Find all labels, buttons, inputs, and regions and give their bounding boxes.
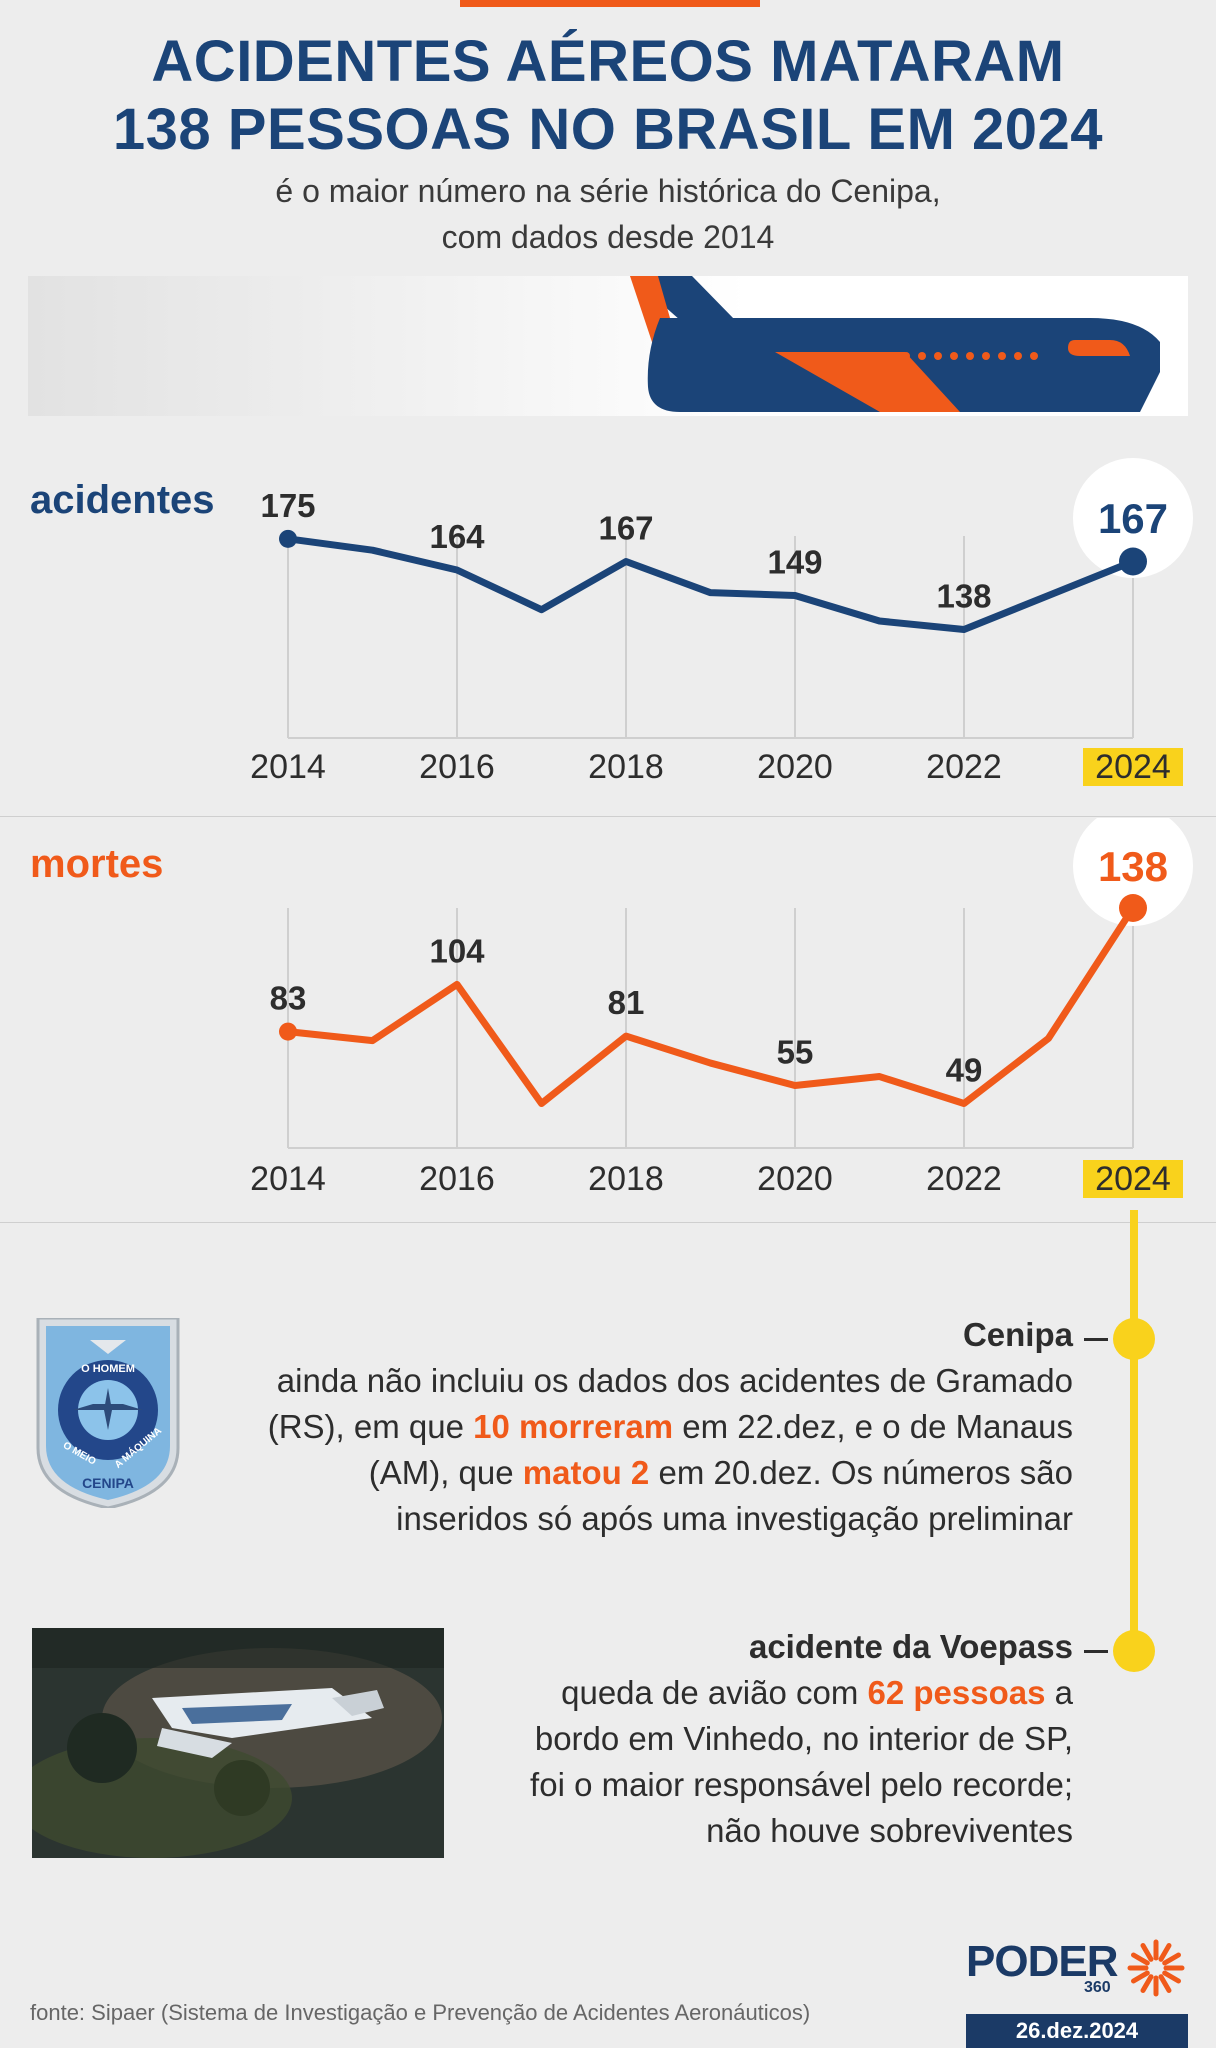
- timeline-connector: [1084, 1338, 1108, 1341]
- data-label: 164: [429, 518, 485, 555]
- section-divider: [0, 816, 1216, 817]
- logo-subtext: 360: [1084, 1979, 1111, 1996]
- x-tick-label: 2020: [757, 748, 833, 786]
- text-run: queda de avião com: [561, 1674, 868, 1711]
- page-title: ACIDENTES AÉREOS MATARAM 138 PESSOAS NO …: [0, 28, 1216, 164]
- subtitle-line-1: é o maior número na série histórica do C…: [275, 173, 941, 209]
- subtitle-line-2: com dados desde 2014: [441, 219, 775, 255]
- voepass-note-heading: acidente da Voepass: [748, 1628, 1073, 1665]
- voepass-note-line: queda de avião com 62 pessoas a: [530, 1670, 1073, 1716]
- data-label: 149: [767, 544, 822, 581]
- x-tick-label: 2018: [588, 748, 664, 786]
- badge-ring-top: O HOMEM: [81, 1363, 135, 1375]
- badge-bottom-text: CENIPA: [82, 1475, 134, 1491]
- title-line-2: 138 PESSOAS NO BRASIL EM 2024: [112, 97, 1104, 162]
- highlight-deaths-manaus: matou 2: [522, 1454, 650, 1491]
- data-label: 49: [946, 1052, 983, 1089]
- highlight-year-box: [1083, 748, 1183, 786]
- highlight-passengers: 62 pessoas: [867, 1674, 1046, 1711]
- airplane-illustration: [630, 276, 1160, 412]
- cenipa-badge: O HOMEM O MEIO A MÁQUINA CENIPA: [36, 1318, 180, 1508]
- data-label: 138: [936, 578, 991, 615]
- section-divider: [0, 1222, 1216, 1223]
- text-run: (AM), que: [368, 1454, 523, 1491]
- data-point: [279, 1022, 297, 1041]
- highlight-circle: [1073, 458, 1193, 578]
- data-point: [1119, 894, 1147, 922]
- poder360-logo: PODER 360: [966, 1937, 1185, 1997]
- title-line-1: ACIDENTES AÉREOS MATARAM: [151, 29, 1065, 94]
- publication-date: 26.dez.2024: [966, 2014, 1188, 2048]
- x-tick-label: 2018: [588, 1160, 664, 1198]
- highlight-year-box: [1083, 1160, 1183, 1198]
- data-label-highlight: 167: [1098, 495, 1168, 542]
- data-label: 175: [260, 487, 315, 524]
- crash-site-photo: [32, 1628, 444, 1858]
- deaths-chart-title: mortes: [30, 842, 164, 886]
- timeline-line: [1130, 1210, 1138, 1650]
- accidents-chart-title: acidentes: [30, 478, 215, 522]
- text-run: em 20.dez. Os números são: [649, 1454, 1073, 1491]
- cenipa-note-line: inseridos só após uma investigação preli…: [396, 1500, 1073, 1537]
- top-accent-bar: [460, 0, 760, 7]
- data-point: [1119, 547, 1147, 576]
- timeline-dot-cenipa: [1113, 1318, 1155, 1360]
- data-label: 83: [270, 980, 307, 1017]
- x-tick-label: 2016: [419, 1160, 495, 1198]
- cenipa-note-line: (RS), em que 10 morreram em 22.dez, e o …: [268, 1404, 1073, 1450]
- x-tick-label: 2016: [419, 748, 495, 786]
- data-label: 81: [608, 984, 645, 1021]
- accidents-line-chart: 175 164 167 149 138 167 2014 2016 2018 2020 2022 20…: [250, 458, 1193, 786]
- sunburst-icon: [1127, 1939, 1185, 1997]
- x-tick-label: 2020: [757, 1160, 833, 1198]
- page-subtitle: é o maior número na série histórica do C…: [0, 168, 1216, 260]
- logo-text: PODER: [966, 1937, 1118, 1986]
- x-tick-label: 2024: [1095, 748, 1171, 786]
- highlight-circle: [1073, 818, 1193, 926]
- text-run: (RS), em que: [267, 1408, 474, 1445]
- x-tick-label: 2022: [926, 748, 1002, 786]
- deaths-line-chart: 83 104 81 55 49 138 2014 2016 2018 2020 2022 2024: [250, 818, 1193, 1198]
- data-label: 55: [777, 1034, 814, 1071]
- x-tick-label: 2014: [250, 1160, 326, 1198]
- text-run: a: [1045, 1674, 1073, 1711]
- data-label: 167: [598, 510, 653, 547]
- data-point: [279, 529, 297, 548]
- cenipa-note-heading: Cenipa: [962, 1316, 1073, 1353]
- timeline-dot-voepass: [1113, 1630, 1155, 1672]
- voepass-note-line: bordo em Vinhedo, no interior de SP,: [534, 1720, 1073, 1757]
- series-line: [284, 535, 1137, 633]
- voepass-note-line: foi o maior responsável pelo recorde;: [530, 1766, 1073, 1803]
- crash-photo-illustration: [32, 1628, 444, 1858]
- cenipa-note-line: ainda não incluiu os dados dos acidentes…: [276, 1362, 1073, 1399]
- timeline-connector: [1084, 1650, 1108, 1653]
- source-note: fonte: Sipaer (Sistema de Investigação e…: [30, 2000, 811, 2025]
- data-label-highlight: 138: [1098, 843, 1168, 890]
- highlight-deaths-gramado: 10 morreram: [473, 1408, 674, 1445]
- cenipa-note-line: (AM), que matou 2 em 20.dez. Os números …: [268, 1450, 1073, 1496]
- series-line: [284, 904, 1137, 1108]
- voepass-note-body: queda de avião com 62 pessoas a bordo em…: [530, 1670, 1073, 1854]
- x-tick-label: 2014: [250, 748, 326, 786]
- cenipa-note-body: ainda não incluiu os dados dos acidentes…: [268, 1358, 1073, 1542]
- text-run: em 22.dez, e o de Manaus: [673, 1408, 1073, 1445]
- voepass-note-line: não houve sobreviventes: [706, 1812, 1073, 1849]
- x-tick-label: 2024: [1095, 1160, 1171, 1198]
- x-tick-label: 2022: [926, 1160, 1002, 1198]
- data-label: 104: [429, 932, 485, 969]
